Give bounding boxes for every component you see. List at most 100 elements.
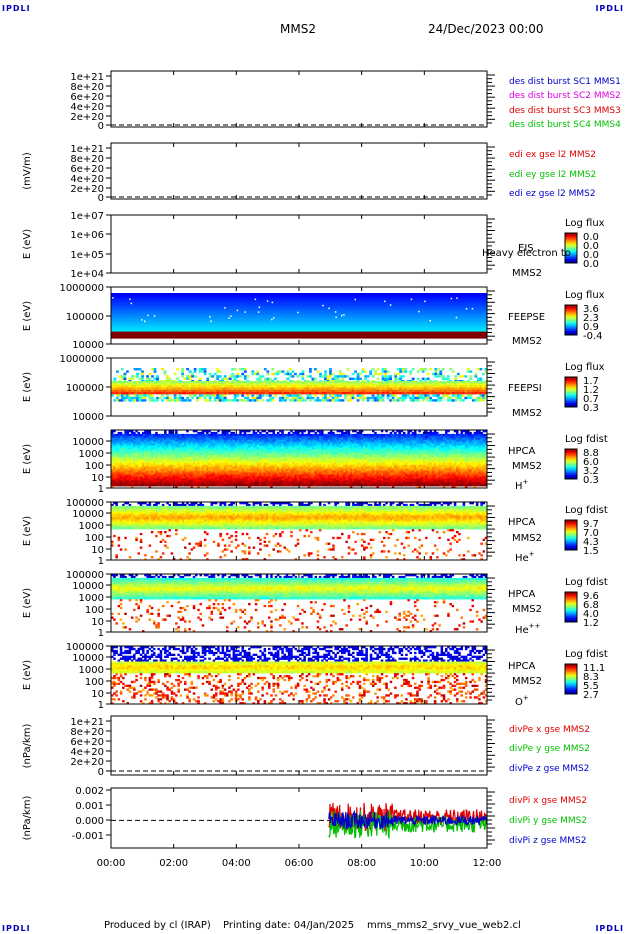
spectrogram-cell	[200, 432, 203, 434]
spectrogram-speck	[454, 375, 457, 377]
spectrogram-cell	[257, 455, 260, 457]
spectrogram-cell	[151, 388, 154, 390]
spectrogram-cell	[211, 385, 214, 387]
spectrogram-cell	[284, 381, 287, 383]
spectrogram-cell	[160, 473, 163, 475]
spectrogram-speck	[261, 375, 264, 377]
spectrogram-cell	[114, 392, 117, 394]
spectrogram-speck	[114, 378, 117, 380]
spectrogram-cell	[402, 383, 405, 385]
spectrogram-cell	[204, 444, 207, 446]
spectrogram-speck	[344, 394, 347, 396]
spectrogram-cell	[384, 390, 387, 392]
spectrogram-cell	[248, 438, 251, 440]
spectrogram-speck	[480, 394, 483, 396]
spectrogram-cell	[289, 385, 292, 387]
spectrogram-cell	[372, 392, 375, 394]
spectrogram-cell	[290, 455, 293, 457]
spectrogram-cell	[135, 478, 138, 480]
spectrogram-cell	[159, 392, 162, 394]
spectrogram-cell	[131, 449, 134, 451]
spectrogram-speck	[324, 397, 327, 399]
spectrogram-cell	[138, 438, 141, 440]
spectrogram-cell	[377, 385, 380, 387]
spectrogram-cell	[140, 449, 143, 451]
spectrogram-speck	[297, 394, 300, 396]
spectrogram-cell	[140, 455, 143, 457]
spectrogram-speck	[328, 308, 330, 310]
spectrogram-cell	[196, 388, 199, 390]
spectrogram-speck	[186, 375, 189, 377]
spectrogram-cell	[297, 385, 300, 387]
spectrogram-cell	[226, 381, 229, 383]
spectrogram-cell	[248, 478, 251, 480]
spectrogram-cell	[244, 392, 247, 394]
spectrogram-cell	[281, 473, 284, 475]
spectrogram-cell	[432, 381, 435, 383]
spectrogram-cell	[153, 438, 156, 440]
spectrogram-speck	[297, 397, 300, 399]
spectrogram-speck	[384, 373, 387, 375]
spectrogram-cell	[230, 473, 233, 475]
legend-entry: des dist burst SC3 MMS3	[509, 106, 621, 116]
spectrogram-cell	[161, 385, 164, 387]
spectrogram-cell	[261, 388, 264, 390]
spectrogram-cell	[449, 381, 452, 383]
spectrogram-cell	[211, 484, 214, 486]
spectrogram-cell	[253, 449, 256, 451]
spectrogram-cell	[249, 392, 252, 394]
spectrogram-speck	[124, 378, 127, 380]
spectrogram-cell	[284, 383, 287, 385]
spectrogram-cell	[149, 461, 152, 463]
spectrogram-cell	[257, 467, 260, 469]
spectrogram-speck	[254, 397, 257, 399]
spectrogram-speck	[151, 368, 154, 370]
spectrogram-speck	[354, 370, 357, 372]
spectrogram-cell	[136, 381, 139, 383]
spectrogram-cell	[156, 385, 159, 387]
spectrogram-cell	[259, 473, 262, 475]
spectrogram-cell	[140, 467, 143, 469]
spectrogram-cell	[244, 467, 247, 469]
spectrogram-cell	[442, 392, 445, 394]
colorbar-label: 0.3	[583, 403, 599, 414]
spectrogram-cell	[273, 467, 276, 469]
spectrogram-cell	[173, 478, 176, 480]
spectrogram-cell	[154, 383, 157, 385]
spectrogram-cell	[288, 444, 291, 446]
spectrogram-cell	[277, 473, 280, 475]
spectrogram-cell	[290, 444, 293, 446]
spectrogram-cell	[344, 390, 347, 392]
spectrogram-speck	[454, 397, 457, 399]
spectrogram-cell	[180, 473, 183, 475]
spectrogram-cell	[294, 390, 297, 392]
spectrogram-cell	[281, 478, 284, 480]
spectrogram-cell	[229, 392, 232, 394]
spectrogram-cell	[204, 473, 207, 475]
spectrogram-cell	[235, 449, 238, 451]
spectrogram-cell	[482, 390, 485, 392]
spectrogram-cell	[209, 388, 212, 390]
spectrogram-cell	[246, 484, 249, 486]
spectrogram-cell	[248, 455, 251, 457]
spectrogram-cell	[215, 484, 218, 486]
spectrogram-cell	[295, 438, 298, 440]
spectrogram-speck	[219, 375, 222, 377]
spectrogram-cell	[222, 461, 225, 463]
spectrogram-speck	[234, 394, 237, 396]
spectrogram-cell	[139, 388, 142, 390]
spectrogram-speck	[467, 368, 470, 370]
spectrogram-cell	[322, 383, 325, 385]
spectrogram-cell	[315, 455, 318, 457]
spectrogram-speck	[244, 375, 247, 377]
spectrogram-cell	[357, 383, 360, 385]
spectrogram-cell	[334, 385, 337, 387]
spectrogram-cell	[447, 392, 450, 394]
spectrogram-cell	[362, 392, 365, 394]
spectrogram-speck	[399, 397, 402, 399]
spectrogram-cell	[216, 390, 219, 392]
spectrogram-cell	[231, 392, 234, 394]
spectrogram-speck	[432, 394, 435, 396]
spectrogram-cell	[259, 432, 262, 434]
spectrogram-cell	[444, 385, 447, 387]
